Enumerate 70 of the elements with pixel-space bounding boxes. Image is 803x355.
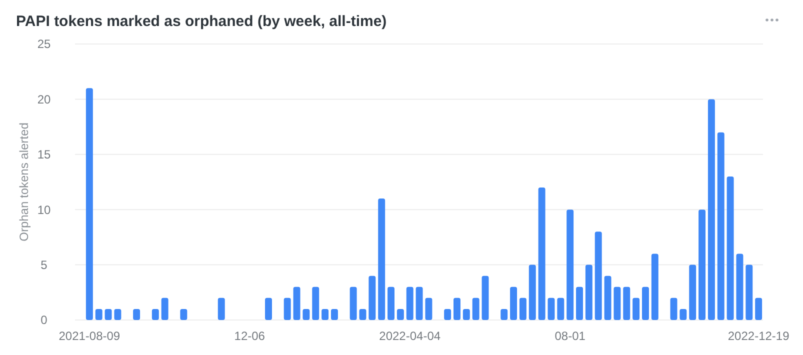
bar [416, 286, 423, 320]
bar [689, 264, 696, 320]
bar [632, 298, 640, 320]
bar [726, 176, 734, 320]
bar [755, 298, 762, 320]
bar [95, 308, 102, 320]
y-tick-label: 15 [37, 148, 51, 162]
bar [406, 286, 414, 320]
bar [133, 308, 140, 320]
bar [472, 298, 480, 320]
bar [359, 308, 366, 320]
x-tick-label: 08-01 [554, 329, 586, 343]
bar [585, 264, 592, 320]
bar [462, 308, 470, 320]
bar [538, 188, 546, 320]
bar [312, 286, 320, 320]
bar [510, 286, 518, 320]
bar [86, 88, 93, 320]
bar [180, 308, 188, 320]
bar [746, 264, 753, 320]
bar [425, 298, 432, 320]
bar [293, 286, 300, 320]
x-tick-label: 2021-08-09 [58, 329, 120, 343]
bar [104, 308, 112, 320]
bar [604, 276, 612, 320]
y-tick-label: 25 [37, 37, 51, 52]
bar [623, 286, 630, 320]
bar [218, 298, 225, 320]
x-tick-label: 12-06 [234, 329, 266, 343]
bar [548, 298, 555, 320]
bar [322, 308, 329, 320]
bar [114, 308, 122, 320]
bar [330, 308, 338, 320]
bar [444, 308, 452, 320]
bar [284, 298, 291, 320]
y-axis-title: Orphan tokens alerted [17, 122, 31, 242]
bar [500, 308, 508, 320]
bar [368, 276, 376, 320]
y-tick-label: 20 [37, 92, 51, 106]
bar [736, 254, 744, 320]
bar [350, 286, 357, 320]
bar [642, 286, 649, 320]
bar [670, 298, 678, 320]
bar [388, 286, 394, 320]
bar [454, 298, 460, 320]
bar [698, 210, 706, 320]
bar [528, 264, 536, 320]
bar [161, 298, 168, 320]
bar [614, 286, 621, 320]
bar [557, 298, 564, 320]
bar [566, 210, 574, 320]
bar [717, 132, 724, 320]
chart-title: PAPI tokens marked as orphaned (by week, all-time) [16, 13, 387, 30]
bar [594, 232, 602, 320]
bar [152, 308, 159, 320]
y-tick-label: 0 [40, 313, 48, 328]
bar [519, 298, 526, 320]
x-tick-label: 2022-04-04 [379, 329, 441, 343]
bar [576, 286, 583, 320]
y-tick-label: 10 [37, 202, 51, 217]
bar [302, 308, 310, 320]
bar [378, 198, 386, 320]
bar [265, 298, 272, 320]
bar [651, 254, 658, 320]
bar [482, 276, 489, 320]
bar [396, 308, 404, 320]
bar [708, 99, 715, 320]
x-tick-label: 2022-12-19 [728, 329, 790, 343]
y-tick-label: 5 [40, 258, 48, 272]
bar [680, 308, 687, 320]
